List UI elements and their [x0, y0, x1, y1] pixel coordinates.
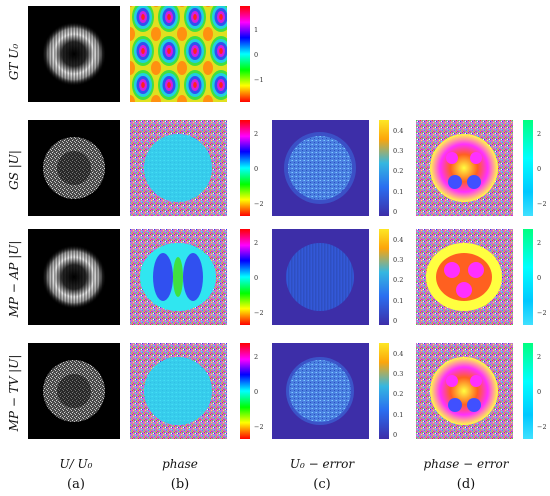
- panel-gs-phase: [130, 120, 227, 216]
- column-letter-a: (a): [67, 477, 85, 492]
- row-mp-ap: MP − AP |U| 2 0 −2 0.4 0.3 0: [7, 229, 547, 325]
- tick-label: −2: [254, 200, 264, 208]
- tick-label: 2: [254, 239, 258, 247]
- tick-label: 0: [537, 165, 541, 173]
- tick-label: 0.3: [393, 147, 403, 155]
- panel-mp-ap-amplitude: [28, 229, 120, 325]
- panel-gt-phase: [130, 6, 227, 102]
- tick-label: 0.4: [393, 127, 403, 135]
- tick-label: −2: [537, 423, 547, 431]
- panel-gt-amplitude: [28, 6, 120, 102]
- column-labels: U/ U₀ phase U₀ − error phase − error: [60, 457, 510, 471]
- tick-label: −2: [254, 423, 264, 431]
- tick-label: 0: [537, 274, 541, 282]
- tick-label: −2: [537, 309, 547, 317]
- panel-mp-ap-error: [272, 229, 369, 325]
- panel-gs-error: [272, 120, 369, 216]
- row-gt: GT U₀ 1 0 −1: [7, 6, 264, 102]
- row-label-mp-tv: MP − TV |U|: [7, 355, 21, 433]
- tick-label: 0.4: [393, 236, 403, 244]
- tick-label: 0.3: [393, 256, 403, 264]
- colorbar-phase-gs: 2 0 −2: [240, 120, 264, 216]
- panel-gs-amplitude: [28, 120, 120, 216]
- panel-mp-tv-phase: [130, 343, 227, 439]
- tick-label: 0: [393, 317, 397, 325]
- tick-label: 0: [254, 51, 258, 59]
- colorbar-error-gs: 0.4 0.3 0.2 0.1 0: [379, 120, 403, 216]
- column-label-phase: phase: [162, 457, 198, 471]
- tick-label: 2: [537, 239, 541, 247]
- column-letter-b: (b): [171, 477, 189, 492]
- tick-label: 0.3: [393, 370, 403, 378]
- tick-label: 0: [254, 165, 258, 173]
- column-letter-d: (d): [457, 477, 475, 492]
- panel-mp-tv-phase-error: [416, 343, 513, 439]
- tick-label: 0.1: [393, 411, 403, 419]
- column-label-error: U₀ − error: [290, 457, 355, 471]
- tick-label: −1: [254, 76, 264, 84]
- column-label-amplitude: U/ U₀: [60, 457, 93, 471]
- column-letter-c: (c): [313, 477, 330, 492]
- tick-label: 0.2: [393, 390, 403, 398]
- tick-label: 0.1: [393, 188, 403, 196]
- row-label-mp-ap: MP − AP |U|: [7, 241, 21, 319]
- row-label-gt: GT U₀: [7, 44, 21, 81]
- colorbar-phase-error-mp-tv: 2 0 −2: [523, 343, 547, 439]
- tick-label: 2: [537, 353, 541, 361]
- tick-label: 0: [393, 431, 397, 439]
- colorbar-phase-mp-tv: 2 0 −2: [240, 343, 264, 439]
- colorbar-phase-error-gs: 2 0 −2: [523, 120, 547, 216]
- panel-mp-tv-amplitude: [28, 343, 120, 439]
- tick-label: 2: [254, 130, 258, 138]
- panel-mp-ap-phase: [130, 229, 227, 325]
- tick-label: 0.2: [393, 276, 403, 284]
- colorbar-phase-gt: 1 0 −1: [240, 6, 264, 102]
- tick-label: 2: [254, 353, 258, 361]
- tick-label: 0: [254, 388, 258, 396]
- tick-label: 0.1: [393, 297, 403, 305]
- panel-mp-ap-phase-error: [416, 229, 513, 325]
- colorbar-error-mp-ap: 0.4 0.3 0.2 0.1 0: [379, 229, 403, 325]
- tick-label: 1: [254, 26, 258, 34]
- panel-gs-phase-error: [416, 120, 513, 216]
- row-gs: GS |U| 2 0 −2 0.4 0.3 0.2 0.1: [7, 120, 547, 216]
- row-label-gs: GS |U|: [7, 150, 21, 190]
- tick-label: 0: [537, 388, 541, 396]
- tick-label: 0.2: [393, 167, 403, 175]
- colorbar-phase-mp-ap: 2 0 −2: [240, 229, 264, 325]
- colorbar-phase-error-mp-ap: 2 0 −2: [523, 229, 547, 325]
- tick-label: 0: [393, 208, 397, 216]
- tick-label: 2: [537, 130, 541, 138]
- colorbar-error-mp-tv: 0.4 0.3 0.2 0.1 0: [379, 343, 403, 439]
- column-letters: (a) (b) (c) (d): [67, 477, 475, 492]
- column-label-phase-error: phase − error: [423, 457, 509, 471]
- tick-label: −2: [254, 309, 264, 317]
- panel-mp-tv-error: [272, 343, 369, 439]
- tick-label: 0.4: [393, 350, 403, 358]
- row-mp-tv: MP − TV |U| 2 0 −2 0.4 0.3 0.2 0.1: [7, 343, 547, 439]
- tick-label: −2: [537, 200, 547, 208]
- tick-label: 0: [254, 274, 258, 282]
